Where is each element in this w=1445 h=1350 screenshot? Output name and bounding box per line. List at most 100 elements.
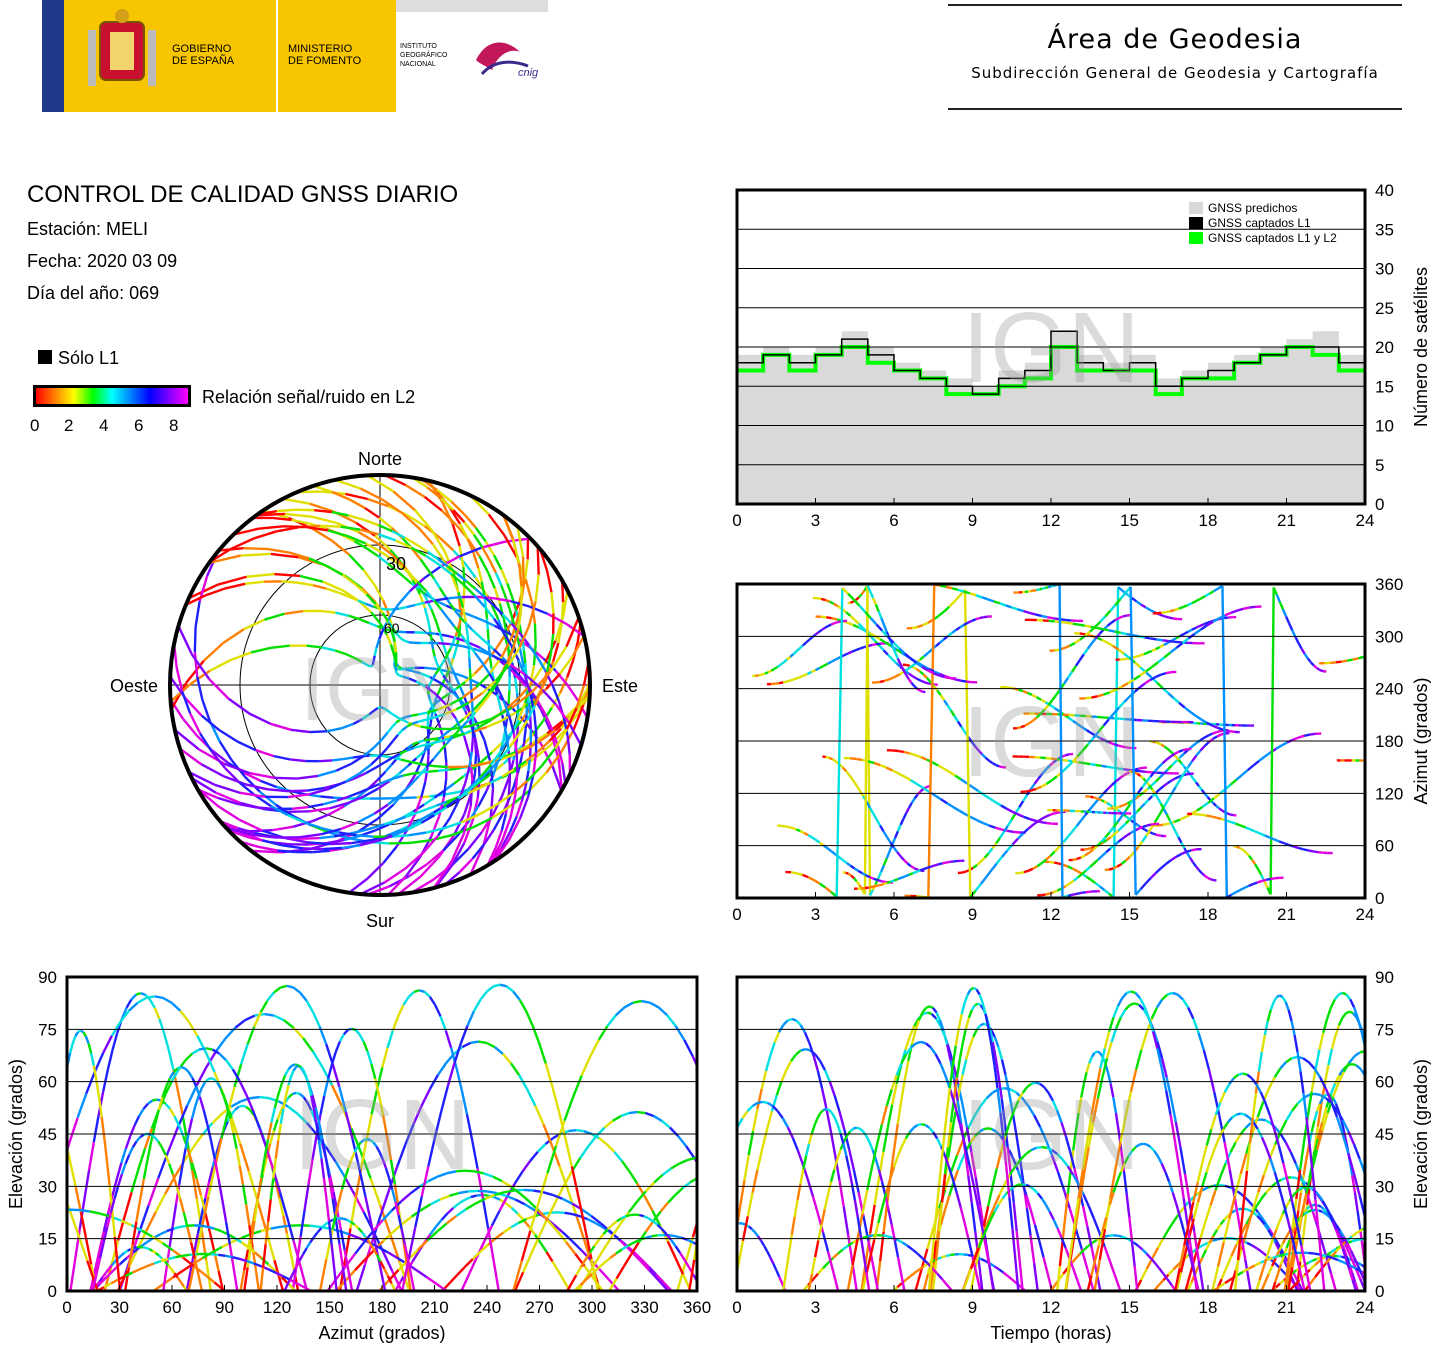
satellite-track [467,1257,478,1275]
satellite-track [428,769,439,773]
satellite-track [1334,1103,1340,1112]
satellite-track [415,808,427,815]
satellite-track [1349,1249,1356,1259]
satellite-track [445,1214,458,1225]
satellite-track [426,550,439,560]
satellite-track [276,526,299,533]
satellite-track [1042,1256,1049,1275]
satellite-track [932,685,939,692]
satellite-track [936,1272,944,1281]
satellite-track [250,646,272,654]
x-tick-label: 18 [1199,511,1218,530]
satellite-track [837,620,841,624]
satellite-track [1175,852,1182,858]
y-tick-label: 120 [1375,784,1403,803]
satellite-track [1353,1281,1360,1291]
satellite-track [1252,1211,1259,1217]
satellite-track [895,648,903,654]
satellite-track [908,802,913,809]
satellite-track [425,716,435,721]
satellite-track [398,764,410,775]
satellite-track [1309,661,1315,667]
satellite-track [828,756,834,761]
satellite-track [1080,1083,1086,1098]
satellite-track [790,677,796,682]
satellite-track [345,492,368,501]
satellite-track [1166,991,1173,996]
satellite-track [256,1177,263,1200]
satellite-track [348,791,361,798]
satellite-track [603,1119,614,1129]
satellite-track [251,849,282,854]
satellite-track [382,845,398,864]
satellite-track [184,1132,190,1149]
satellite-track [886,1104,894,1128]
satellite-track [1300,647,1306,655]
satellite-track [80,1029,84,1034]
satellite-track [355,1264,366,1291]
satellite-track [401,1258,410,1291]
satellite-track [947,632,953,638]
satellite-track [816,1070,824,1090]
satellite-track [1098,797,1102,802]
satellite-track [225,1106,232,1120]
satellite-track [967,619,973,624]
satellite-track [1141,1248,1148,1255]
satellite-track [517,563,523,587]
satellite-track [85,1071,96,1095]
satellite-track [89,1052,95,1066]
satellite-track [490,604,500,621]
satellite-track [181,1148,187,1167]
satellite-track [910,1030,917,1045]
satellite-track [518,999,528,1012]
spain-flag-stripe [42,0,64,112]
satellite-track [879,638,887,644]
satellite-track [1130,1241,1136,1267]
satellite-track [245,580,265,586]
satellite-track [383,867,407,884]
satellite-track [381,1250,394,1272]
satellite-track [900,1079,907,1101]
satellite-track [486,1228,495,1260]
satellite-track [382,498,404,515]
satellite-track [245,1094,255,1112]
satellite-track [1072,857,1078,862]
satellite-track [535,729,556,745]
satellite-track [853,867,859,872]
satellite-track [1007,1092,1014,1113]
satellite-track [887,1235,893,1240]
satellite-track [1088,1056,1094,1064]
satellite-track [903,859,909,865]
satellite-track [1129,1069,1138,1092]
satellite-track [1191,599,1197,605]
satellite-track [1236,607,1244,612]
satellite-track [914,754,922,759]
satellite-track [818,841,825,847]
satellite-track [378,1151,384,1160]
satellite-track [292,1091,297,1096]
satellite-track [1152,740,1156,744]
satellite-track [645,1235,653,1239]
satellite-track [674,1187,684,1196]
satellite-track [1329,1272,1338,1291]
satellite-track [418,527,434,546]
satellite-track [838,1180,845,1208]
satellite-track [1008,1110,1016,1123]
satellite-track [414,1196,423,1228]
satellite-track [513,677,519,694]
satellite-track [1307,1259,1314,1264]
satellite-track [747,1130,755,1156]
satellite-track [343,1217,348,1222]
satellite-track [539,687,557,706]
satellite-track [498,663,509,680]
satellite-track [452,813,466,837]
satellite-track [426,568,436,580]
satellite-track [224,767,241,784]
satellite-track [380,731,389,741]
satellite-track [769,1042,776,1056]
satellite-track [430,609,438,622]
satellite-track [483,605,495,620]
satellite-track [1370,654,1376,656]
satellite-track [230,1117,242,1145]
satellite-track [459,720,469,730]
